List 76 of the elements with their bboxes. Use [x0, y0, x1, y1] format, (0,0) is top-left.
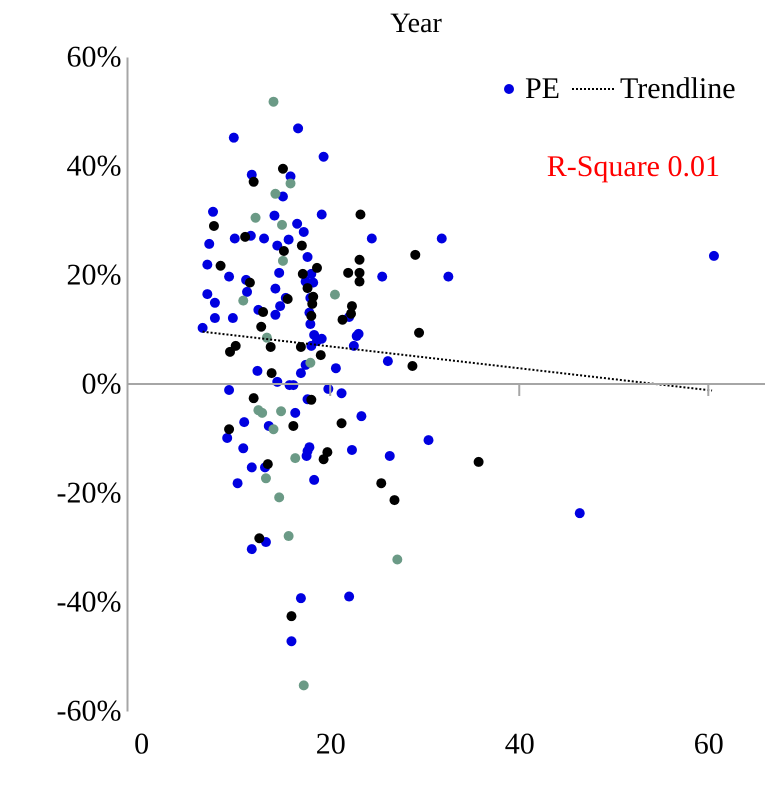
point: [278, 246, 289, 256]
point: [286, 178, 296, 188]
point: [355, 210, 366, 220]
point: [346, 308, 356, 319]
point: [278, 164, 288, 174]
x-tick-label: 40: [504, 728, 535, 760]
y-tick-label: 0%: [82, 368, 122, 400]
point: [338, 314, 348, 325]
point: [230, 340, 241, 351]
chart-title: Year: [390, 8, 442, 39]
point: [312, 262, 322, 273]
point: [410, 250, 420, 260]
point: [296, 240, 307, 251]
point: [244, 278, 255, 288]
point: [307, 298, 318, 309]
point: [306, 310, 316, 321]
point: [276, 406, 286, 416]
point: [248, 393, 259, 404]
point: [392, 554, 402, 564]
point: [302, 283, 313, 294]
point: [254, 533, 264, 544]
point: [225, 346, 236, 357]
point: [316, 350, 326, 360]
point: [305, 358, 316, 368]
x-tick-label: 60: [694, 728, 724, 760]
point: [296, 342, 306, 352]
annotation: R-Square 0.01: [546, 150, 720, 183]
point: [277, 220, 288, 230]
point: [336, 418, 347, 428]
point: [260, 473, 271, 484]
y-tick-label: 60%: [66, 40, 122, 74]
point: [474, 456, 484, 467]
x-tick-label: 20: [316, 728, 346, 760]
point: [238, 296, 248, 306]
point: [389, 495, 400, 506]
point: [248, 176, 259, 187]
point: [258, 307, 268, 318]
legend-label: Trendline: [620, 72, 736, 105]
point: [266, 342, 276, 352]
point: [257, 408, 268, 418]
point: [224, 424, 234, 434]
point: [376, 478, 386, 488]
point: [298, 268, 308, 279]
y-tick-label: -40%: [56, 586, 122, 618]
point: [306, 394, 316, 405]
point: [330, 290, 340, 300]
y-tick-label: 20%: [66, 258, 122, 292]
point: [274, 492, 284, 502]
point: [208, 220, 219, 231]
x-tick-label: 0: [134, 728, 150, 760]
y-tick-label: -60%: [56, 694, 122, 728]
point: [354, 268, 365, 278]
point: [256, 322, 266, 332]
point: [354, 276, 365, 287]
y-tick-label: -20%: [56, 476, 122, 510]
point: [266, 368, 277, 378]
point: [284, 531, 294, 542]
point: [216, 260, 226, 271]
point: [343, 268, 354, 278]
point: [250, 212, 261, 223]
point: [270, 188, 280, 199]
legend-label: PE: [525, 72, 560, 105]
point: [298, 680, 309, 690]
point: [407, 361, 418, 372]
point: [268, 96, 279, 107]
point: [278, 256, 288, 266]
point: [322, 447, 332, 458]
point: [262, 459, 273, 470]
point: [354, 254, 365, 265]
point: [268, 424, 279, 434]
point: [286, 611, 296, 622]
point: [240, 232, 250, 242]
y-tick-label: 40%: [66, 150, 122, 182]
point: [414, 328, 424, 338]
point: [288, 420, 298, 431]
point: [290, 453, 300, 464]
